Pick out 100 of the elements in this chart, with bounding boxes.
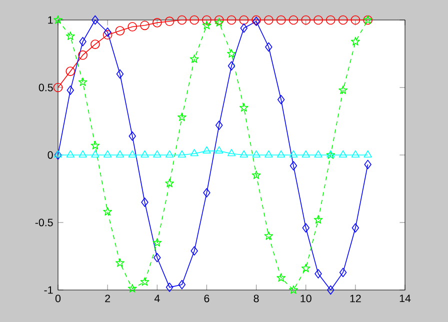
point [338,86,348,94]
point [314,215,323,224]
point [239,15,249,25]
point [102,30,112,40]
point [302,150,310,158]
x-tick-label: 2 [105,294,110,302]
point [290,161,298,170]
point [104,27,112,37]
point [78,77,88,86]
x-tick-label: 0 [55,294,61,302]
point [301,264,310,272]
point [216,120,223,130]
point [264,15,274,25]
point [352,223,360,233]
x-tick-label: 12 [350,294,361,302]
x-tick-label: 10 [300,294,312,302]
point [177,112,186,122]
point [54,15,62,24]
point [288,15,298,25]
point [116,150,124,158]
point [215,146,224,154]
point [338,150,348,158]
point [141,198,148,207]
point [128,131,136,141]
point [190,54,199,64]
point [90,40,100,49]
y-tick-label: -0.5 [35,218,53,226]
point [166,282,174,292]
point [165,150,174,158]
point [339,268,347,278]
point [92,15,99,25]
x-tick-label: 6 [204,294,210,302]
point [203,188,210,198]
point [90,140,100,150]
point [152,238,162,247]
point [128,22,138,32]
point [226,15,236,25]
y-tick-label: 0.5 [38,84,53,92]
point [66,66,76,76]
x-tick-label: 8 [254,294,259,302]
point [140,277,150,286]
point [53,82,63,92]
point [190,246,198,256]
point [227,49,236,58]
point [289,150,298,158]
point [240,23,248,33]
point [350,15,360,25]
point [140,20,150,30]
point [152,18,162,28]
point [128,284,137,293]
point [103,207,112,216]
point [364,160,372,170]
x-tick-label: 4 [154,294,160,302]
point [276,273,286,282]
point [214,15,224,25]
point [276,15,286,25]
point [178,150,186,158]
point [338,15,348,25]
point [103,150,112,158]
point [277,94,285,104]
point [327,285,334,295]
point [202,20,212,30]
point [78,50,88,60]
point [140,150,149,158]
point [214,18,224,27]
point [252,150,260,158]
y-tick-label: 1 [48,16,53,24]
point [202,146,211,154]
point [202,15,212,25]
point [289,285,298,294]
point [314,15,323,25]
point [264,150,273,158]
point [190,15,199,25]
point [314,150,322,158]
point [165,178,174,188]
point [178,280,186,290]
point [264,231,274,240]
point [326,15,336,25]
point [91,150,100,158]
point [302,223,310,233]
point [66,150,74,158]
point [164,16,174,26]
y-tick-label: 0 [48,151,53,159]
point [128,150,136,158]
point [116,69,124,79]
point [154,252,161,262]
x-tick-label: 14 [400,294,411,302]
point [177,15,187,25]
point [265,42,272,52]
point [301,15,311,25]
point [190,148,198,156]
point [276,150,286,158]
point [239,103,248,112]
point [351,150,360,158]
point [228,61,236,71]
point [364,150,372,158]
y-tick-label: -1 [44,286,53,294]
point [66,32,75,40]
point [115,26,125,36]
point [66,86,74,95]
